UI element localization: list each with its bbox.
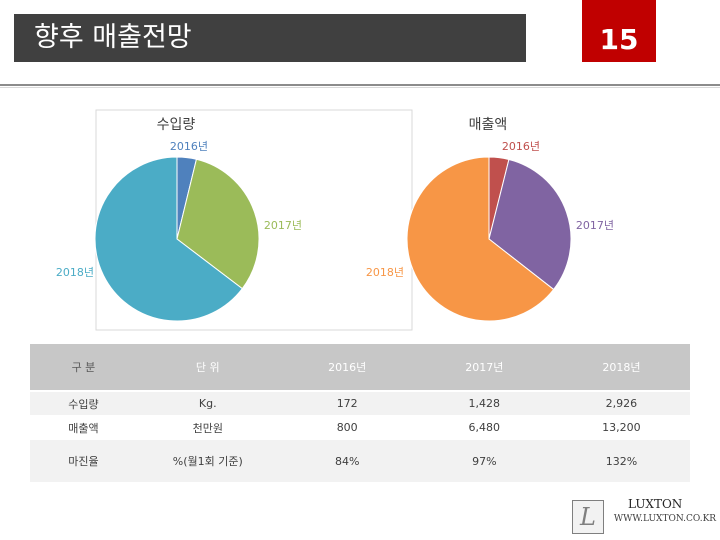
- table-cell: 97%: [415, 439, 553, 483]
- table-cell: 1,428: [415, 391, 553, 416]
- table-cell: 6,480: [415, 415, 553, 440]
- pie-label-3: 2018년: [366, 266, 404, 279]
- pie-slice-3: [406, 156, 555, 322]
- table-cell: 84%: [278, 439, 416, 483]
- pie-label-1: 2016년: [170, 140, 208, 153]
- pie-label-2: 2017년: [576, 219, 614, 232]
- page-number-box: 15: [582, 0, 656, 62]
- page-title: 향후 매출전망: [34, 22, 192, 53]
- table-header: 2017년: [415, 344, 553, 392]
- table-cell: 매출액: [30, 415, 137, 440]
- luxton-logo-mark: L: [572, 500, 604, 534]
- table-row: 수입량 Kg. 172 1,428 2,926: [30, 391, 690, 416]
- table-cell: %(월1회 기준): [136, 439, 279, 483]
- table-header: 2016년: [278, 344, 416, 392]
- pie-slice-2: [176, 158, 260, 290]
- top-divider: [0, 84, 720, 86]
- pie-label-2: 2017년: [264, 219, 302, 232]
- pie-label-3: 2018년: [56, 266, 94, 279]
- top-divider-light: [0, 87, 720, 88]
- chart-title-import-volume: 수입량: [157, 117, 196, 133]
- table-cell: 마진율: [30, 439, 137, 483]
- table-cell: 2,926: [552, 391, 690, 416]
- pie-slice-2: [488, 158, 572, 291]
- title-bar: 향후 매출전망: [14, 14, 526, 62]
- table-row: 매출액 천만원 800 6,480 13,200: [30, 415, 690, 440]
- logo-name: LUXTON: [628, 497, 683, 511]
- table-header-row: 구 분 단 위 2016년 2017년 2018년: [30, 344, 690, 392]
- logo-url: WWW.LUXTON.CO.KR: [613, 514, 717, 524]
- pie-label-1: 2016년: [502, 140, 540, 153]
- page-number: 15: [599, 23, 639, 56]
- table-cell: 132%: [552, 439, 690, 483]
- table-cell: 172: [278, 391, 416, 416]
- sales-forecast-table: 구 분 단 위 2016년 2017년 2018년 수입량 Kg. 172 1,…: [30, 344, 690, 483]
- table-cell: 13,200: [552, 415, 690, 440]
- pie-slice-3: [94, 156, 243, 322]
- pie-charts: 수입량 2016년 2017년 2018년 매출액 2016년 2017년 2018년: [56, 109, 614, 331]
- logo-glyph: L: [580, 503, 596, 531]
- table-cell: 수입량: [30, 391, 137, 416]
- pie-chart-import-volume: 수입량 2016년 2017년 2018년: [56, 109, 413, 331]
- table-cell: 천만원: [136, 415, 279, 440]
- chart-title-sales-amount: 매출액: [469, 117, 508, 133]
- table-header: 구 분: [30, 344, 137, 392]
- table-cell: Kg.: [136, 391, 279, 416]
- pie-chart-sales-amount: 매출액 2016년 2017년 2018년: [366, 117, 614, 322]
- table-header: 2018년: [552, 344, 690, 392]
- table-row: 마진율 %(월1회 기준) 84% 97% 132%: [30, 439, 690, 483]
- table-cell: 800: [278, 415, 416, 440]
- table-header: 단 위: [136, 344, 279, 392]
